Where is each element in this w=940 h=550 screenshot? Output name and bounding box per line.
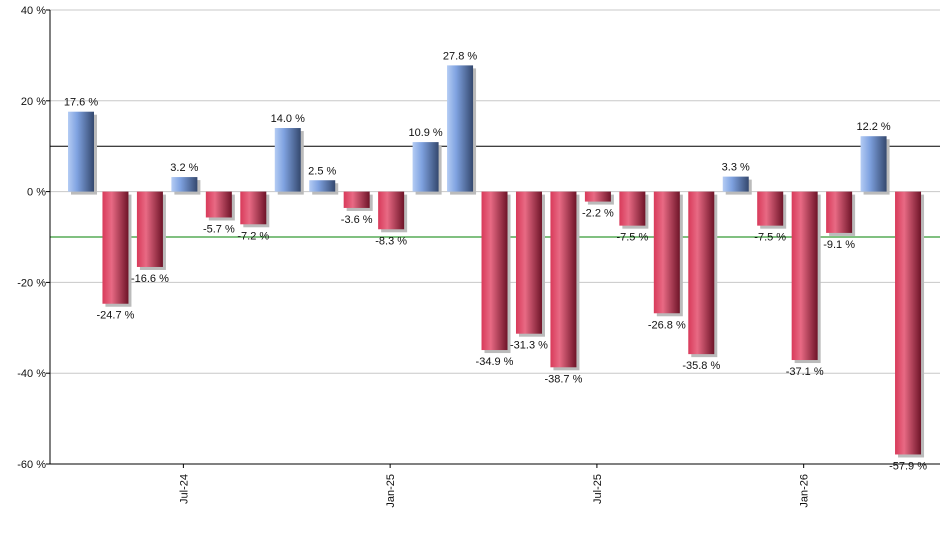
data-label: -26.8 % [648,319,686,331]
bar [619,191,646,226]
bar [171,177,198,192]
bar [826,191,853,233]
bar [240,191,267,225]
bar [136,191,163,267]
data-label: -37.1 % [786,366,824,378]
x-tick-label: Jul-24 [178,474,190,504]
bar [274,128,301,192]
bar [791,191,818,361]
data-label: -34.9 % [476,356,514,368]
x-tick-label: Jul-25 [592,474,604,504]
data-label: -3.6 % [341,214,373,226]
data-label: -38.7 % [544,373,582,385]
data-label: -7.5 % [754,232,786,244]
data-label: 3.3 % [722,162,750,174]
bar [343,191,370,208]
bar [584,191,611,202]
bar [378,191,405,230]
x-tick-label: Jan-25 [385,474,397,508]
bar [688,191,715,355]
x-tick-label: Jan-26 [799,474,811,508]
data-label: -7.2 % [237,230,269,242]
data-label: 2.5 % [308,165,336,177]
data-label: 3.2 % [170,162,198,174]
bar [757,191,784,226]
data-label: 14.0 % [271,113,305,125]
bar [68,111,94,192]
data-label: -9.1 % [823,239,855,251]
data-label: -57.9 % [889,460,927,472]
y-tick-label: -40 % [17,368,46,380]
bar [481,191,508,351]
y-tick-label: 20 % [21,96,46,108]
bar [895,191,922,455]
y-tick-label: -20 % [17,277,46,289]
data-label: 12.2 % [856,121,890,133]
data-label: 10.9 % [408,127,442,139]
bar [102,191,129,304]
bar [309,180,336,192]
bar [550,191,577,368]
bar [722,176,749,192]
bar [447,65,474,192]
data-label: 17.6 % [64,97,98,109]
data-label: -35.8 % [682,360,720,372]
bar [412,142,439,192]
y-tick-label: -60 % [17,459,46,471]
data-label: -31.3 % [510,340,548,352]
data-label: -7.5 % [616,232,648,244]
y-tick-label: 40 % [21,5,46,17]
data-label: -24.7 % [96,310,134,322]
data-label: -2.2 % [582,208,614,220]
bar [860,136,887,192]
y-tick-label: 0 % [27,187,46,199]
bar [653,191,680,314]
data-label: -8.3 % [375,235,407,247]
data-label: -16.6 % [131,273,169,285]
bar [515,191,542,334]
data-label: -5.7 % [203,223,235,235]
bar [205,191,232,218]
data-label: 27.8 % [443,50,477,62]
